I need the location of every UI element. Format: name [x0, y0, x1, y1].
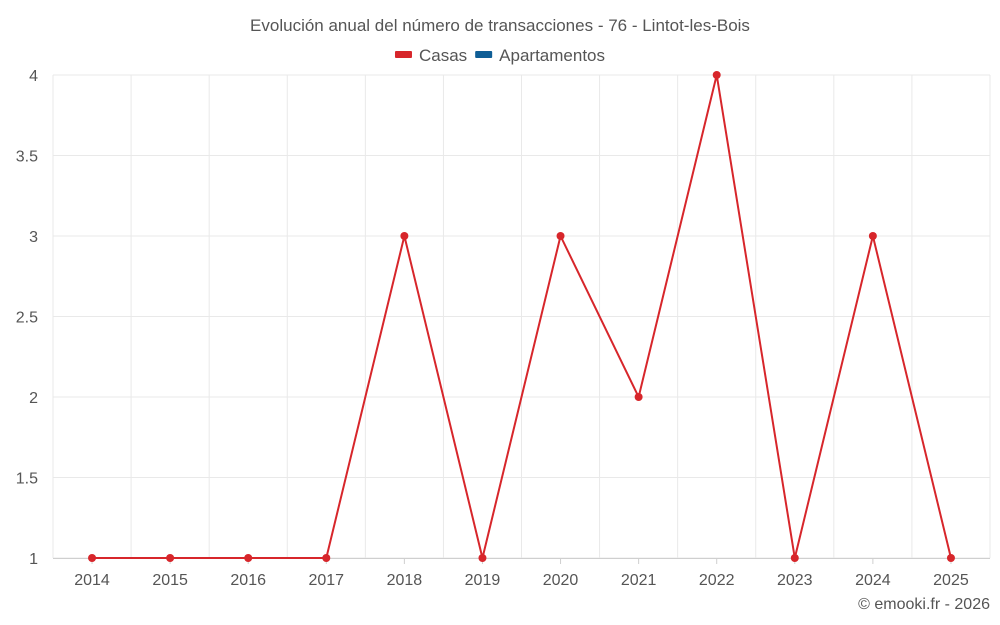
x-tick-label: 2015	[152, 572, 188, 589]
x-tick-label: 2018	[387, 572, 423, 589]
legend-label: Apartamentos	[499, 46, 605, 65]
x-tick-label: 2024	[855, 572, 891, 589]
chart-title: Evolución anual del número de transaccio…	[250, 16, 750, 35]
y-tick-label: 3	[29, 229, 38, 246]
data-point[interactable]	[322, 554, 331, 562]
x-tick-label: 2016	[230, 572, 266, 589]
y-tick-label: 1	[29, 551, 38, 568]
x-tick-label: 2019	[465, 572, 501, 589]
grid	[52, 74, 991, 559]
x-tick-label: 2021	[621, 572, 657, 589]
data-point[interactable]	[556, 232, 565, 240]
legend-label: Casas	[419, 46, 467, 65]
data-point[interactable]	[88, 554, 97, 562]
legend-swatch	[475, 51, 493, 58]
legend-swatch	[394, 51, 412, 58]
data-point[interactable]	[712, 71, 721, 79]
legend: Casas Apartamentos	[394, 46, 605, 65]
data-point[interactable]	[946, 554, 955, 562]
y-tick-label: 2.5	[16, 310, 38, 327]
y-tick-label: 4	[29, 68, 38, 85]
y-tick-label: 1.5	[16, 471, 38, 488]
data-point[interactable]	[868, 232, 877, 240]
x-tick-label: 2017	[308, 572, 344, 589]
credit-text: © emooki.fr - 2026	[858, 596, 990, 613]
data-point[interactable]	[634, 393, 643, 401]
x-tick-label: 2022	[699, 572, 735, 589]
series-layer	[88, 71, 955, 562]
data-point[interactable]	[244, 554, 253, 562]
axes: 1 1.5 2 2.5 3 3.5 4 2014 2015 2016 2017 2018 2019 202…	[16, 68, 990, 589]
x-tick-label: 2014	[74, 572, 110, 589]
y-tick-label: 3.5	[16, 149, 38, 166]
legend-item[interactable]: Apartamentos	[475, 46, 605, 65]
x-tick-label: 2023	[777, 572, 813, 589]
y-tick-label: 2	[29, 390, 38, 407]
data-point[interactable]	[478, 554, 487, 562]
series-line	[92, 74, 952, 559]
x-tick-label: 2020	[543, 572, 579, 589]
data-point[interactable]	[790, 554, 799, 562]
data-point[interactable]	[400, 232, 409, 240]
x-tick-label: 2025	[933, 572, 969, 589]
data-point[interactable]	[166, 554, 175, 562]
legend-item[interactable]: Casas	[394, 46, 467, 65]
